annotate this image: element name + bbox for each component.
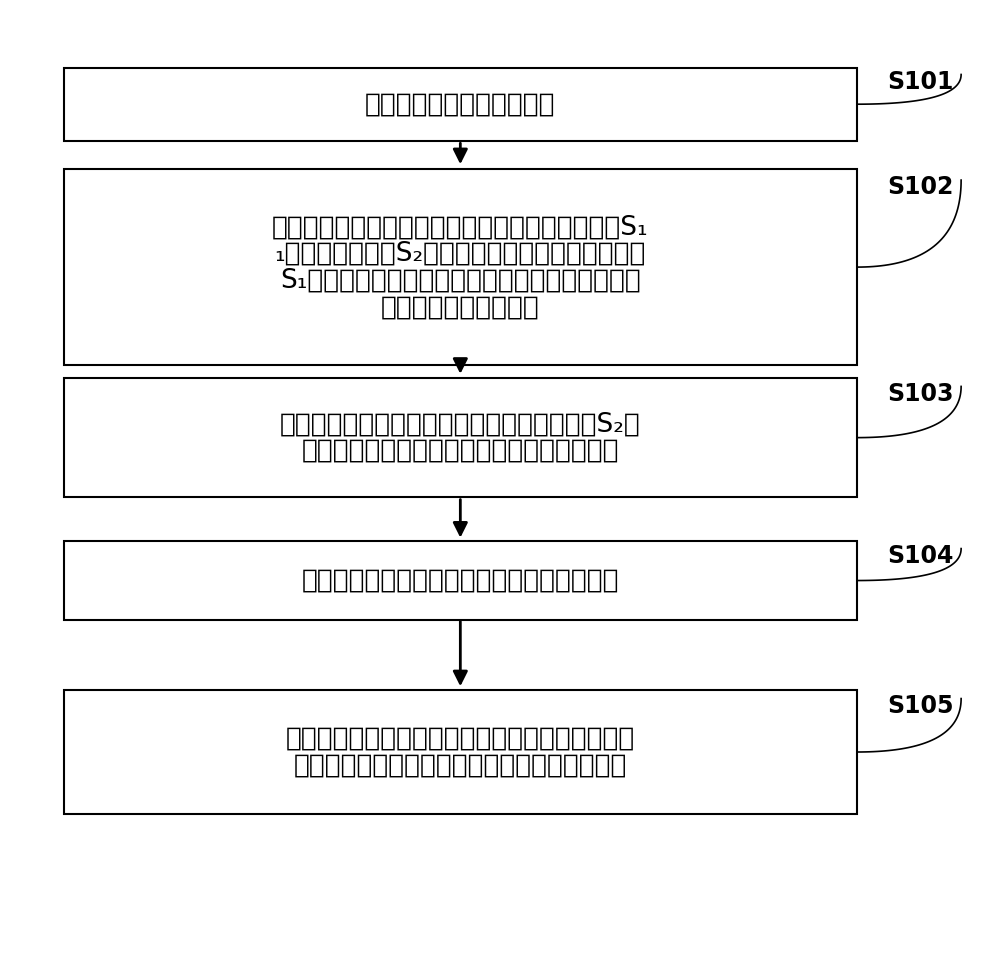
Text: ₁和第二受控开关S₂关断，或者，控制第一受控开关: ₁和第二受控开关S₂关断，或者，控制第一受控开关 — [275, 241, 646, 267]
Text: 制第一控制信号的占空比，降低直流负载侧电压: 制第一控制信号的占空比，降低直流负载侧电压 — [294, 752, 627, 778]
Text: 当直流负载侧电压大于直流电网侧电压时，通过控: 当直流负载侧电压大于直流电网侧电压时，通过控 — [286, 726, 635, 752]
Bar — [64, 541, 857, 620]
Text: 在直流负载侧处于故障状态时，控制第一受控开关S₁: 在直流负载侧处于故障状态时，控制第一受控开关S₁ — [272, 214, 649, 240]
Text: S₁关断，通过控制第二控制信号的占空比控制直流: S₁关断，通过控制第二控制信号的占空比控制直流 — [280, 267, 641, 293]
Text: 在负载侧处于正常状态时，控制第二受控开关S₂关: 在负载侧处于正常状态时，控制第二受控开关S₂关 — [280, 411, 641, 437]
Text: S103: S103 — [887, 382, 953, 406]
Bar — [64, 169, 857, 365]
Text: 判断直流负载侧电压是否大于直流电网侧电压: 判断直流负载侧电压是否大于直流电网侧电压 — [302, 568, 619, 594]
Bar — [64, 67, 857, 141]
Text: S101: S101 — [887, 70, 953, 94]
Text: S105: S105 — [887, 694, 953, 718]
Text: S104: S104 — [887, 544, 953, 568]
Bar — [64, 690, 857, 814]
Text: S102: S102 — [887, 175, 953, 199]
Text: 监测直流负载侧的运行状态: 监测直流负载侧的运行状态 — [365, 91, 556, 117]
Text: 负载侧的故障电流恒定: 负载侧的故障电流恒定 — [381, 294, 540, 320]
Bar — [64, 378, 857, 497]
Text: 断，并获取直流电网侧电压和直流负载侧电压: 断，并获取直流电网侧电压和直流负载侧电压 — [302, 438, 619, 464]
